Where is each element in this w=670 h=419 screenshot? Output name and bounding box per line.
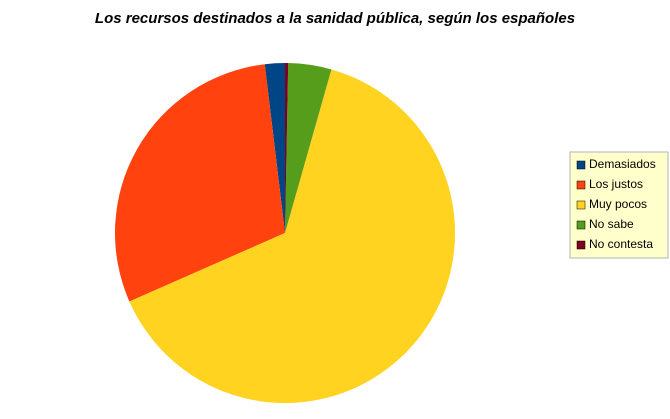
legend-label: No sabe [589, 217, 634, 231]
legend-label: No contesta [589, 237, 653, 251]
pie-slice [285, 63, 289, 233]
legend-swatch [576, 200, 586, 210]
pie-slice [264, 63, 285, 233]
legend-label: Muy pocos [589, 197, 647, 211]
legend-swatch [576, 240, 586, 250]
legend-label: Demasiados [589, 157, 656, 171]
legend-swatch [576, 180, 586, 190]
pie-slice [114, 64, 285, 302]
chart-title: Los recursos destinados a la sanidad púb… [95, 10, 575, 27]
pie-slice [129, 69, 455, 404]
legend-swatch [576, 220, 586, 230]
legend-swatch [576, 160, 586, 170]
legend-box [569, 151, 669, 259]
pie-slice [285, 63, 332, 234]
legend-label: Los justos [589, 177, 643, 191]
